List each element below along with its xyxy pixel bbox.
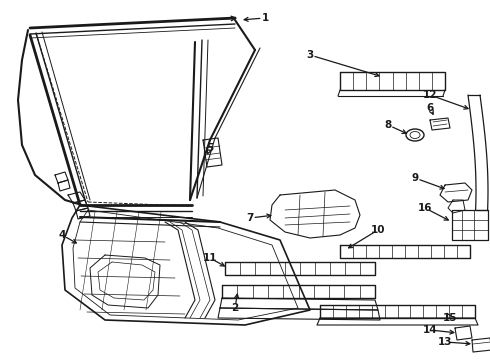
Text: 13: 13 bbox=[438, 337, 452, 347]
Text: 14: 14 bbox=[423, 325, 437, 335]
Text: 6: 6 bbox=[426, 103, 434, 113]
Text: 5: 5 bbox=[206, 143, 214, 153]
Text: 4: 4 bbox=[58, 230, 66, 240]
Text: 2: 2 bbox=[231, 303, 239, 313]
Text: 3: 3 bbox=[306, 50, 314, 60]
Text: 8: 8 bbox=[384, 120, 392, 130]
Text: 7: 7 bbox=[246, 213, 254, 223]
Text: 15: 15 bbox=[443, 313, 457, 323]
Text: 16: 16 bbox=[418, 203, 432, 213]
Text: 1: 1 bbox=[261, 13, 269, 23]
Text: 12: 12 bbox=[423, 90, 437, 100]
Text: 9: 9 bbox=[412, 173, 418, 183]
Text: 10: 10 bbox=[371, 225, 385, 235]
Text: 11: 11 bbox=[203, 253, 217, 263]
